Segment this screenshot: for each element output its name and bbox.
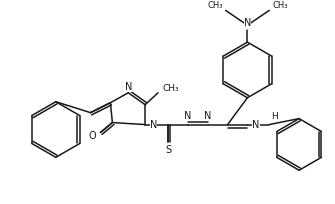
Text: N: N [252, 120, 260, 130]
Text: N: N [204, 111, 211, 121]
Text: O: O [89, 131, 96, 141]
Text: CH₃: CH₃ [207, 1, 223, 10]
Text: S: S [165, 145, 171, 155]
Text: CH₃: CH₃ [272, 1, 288, 10]
Text: N: N [150, 120, 157, 130]
Text: CH₃: CH₃ [162, 84, 179, 93]
Text: H: H [271, 112, 278, 121]
Text: N: N [244, 18, 251, 28]
Text: N: N [184, 111, 192, 121]
Text: N: N [125, 82, 132, 92]
